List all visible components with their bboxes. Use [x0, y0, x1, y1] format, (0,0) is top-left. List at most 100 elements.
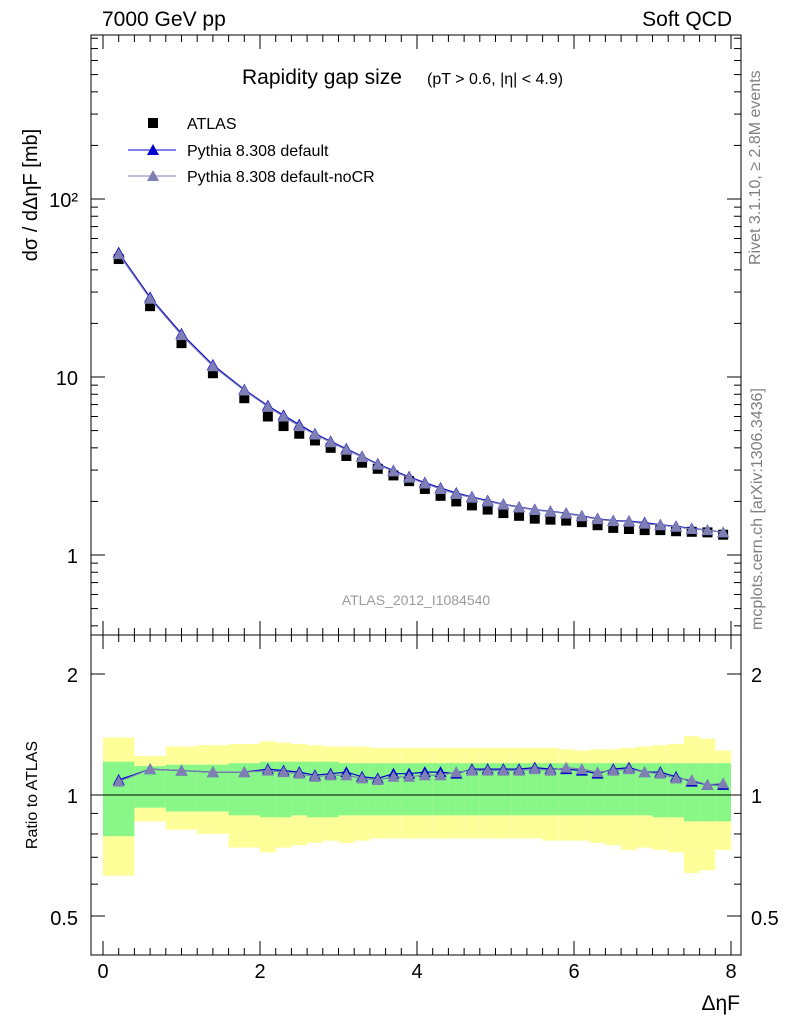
pythia-nocr-point: [638, 517, 651, 529]
pythia-nocr-ratio-point: [544, 764, 557, 776]
ratio-band-inner: [715, 763, 731, 822]
pythia-nocr-ratio-point: [528, 763, 541, 775]
main-ytick-1: 1: [67, 546, 78, 568]
pythia-nocr-ratio-point: [434, 769, 447, 781]
pythia-nocr-ratio-point: [371, 773, 384, 785]
ratio-ylabel: Ratio to ATLAS: [24, 741, 41, 849]
legend-label-default: Pythia 8.308 default: [187, 143, 329, 160]
pythia-nocr-ratio-point: [575, 763, 588, 775]
ratio-ytick-2-right: 2: [751, 665, 762, 687]
ratio-band-inner: [683, 763, 700, 822]
legend-marker-default: [147, 144, 159, 155]
pythia-nocr-ratio-point: [261, 764, 274, 776]
atlas-data-point: [592, 520, 603, 531]
ratio-ytick-1-left: 1: [67, 786, 78, 808]
legend-label-atlas: ATLAS: [187, 116, 237, 133]
pythia-nocr-point: [622, 515, 635, 527]
main-axis-ticks: [91, 35, 741, 635]
pythia-nocr-point: [465, 491, 478, 503]
xtick-6: 6: [568, 961, 579, 983]
ratio-band-inner: [574, 763, 590, 816]
legend-marker-atlas: [148, 118, 158, 128]
pythia-nocr-point: [340, 443, 353, 455]
plot-title: Rapidity gap size: [242, 66, 402, 89]
pythia-nocr-point: [261, 400, 274, 412]
pythia-nocr-ratio-point: [450, 766, 463, 778]
atlas-data-point: [309, 435, 320, 446]
ratio-ytick-05-left: 0.5: [50, 908, 78, 930]
ratio-band-inner: [542, 763, 559, 816]
pythia-nocr-ratio-point: [591, 766, 604, 778]
atlas-data-point: [419, 483, 430, 494]
pythia-nocr-point: [293, 420, 306, 432]
atlas-data-point: [545, 514, 556, 525]
pythia-nocr-ratio-point: [175, 764, 188, 776]
pythia-nocr-point: [717, 526, 730, 538]
pythia-nocr-point: [528, 503, 541, 515]
pythia-nocr-ratio-point: [418, 769, 431, 781]
atlas-data-point: [482, 504, 493, 515]
pythia-nocr-ratio-point: [654, 767, 667, 779]
atlas-data-point: [466, 500, 477, 511]
legend-marker-nocr: [147, 170, 159, 181]
pythia-nocr-ratio-point: [293, 767, 306, 779]
pythia-nocr-ratio-point: [560, 761, 573, 773]
pythia-nocr-point: [481, 495, 494, 507]
ratio-band-inner: [511, 763, 527, 816]
atlas-data-point: [529, 513, 540, 524]
pythia-nocr-ratio-point: [403, 770, 416, 782]
pythia-nocr-ratio-point: [717, 777, 730, 789]
pythia-nocr-point: [497, 498, 510, 510]
atlas-data-point: [451, 496, 462, 507]
pythia-nocr-ratio-point: [481, 764, 494, 776]
ratio-axis-ticks: [91, 635, 741, 955]
atlas-data-point: [325, 442, 336, 453]
pythia-nocr-point: [206, 360, 219, 372]
ratio-ytick-1-right: 1: [751, 786, 762, 808]
atlas-data-point: [498, 508, 509, 519]
atlas-data-point: [561, 515, 572, 526]
atlas-data-point: [207, 368, 218, 379]
pythia-nocr-point: [324, 436, 337, 448]
pythia-nocr-point: [356, 451, 369, 463]
main-ytick-100: 10²: [49, 190, 78, 212]
ratio-ytick-05-right: 0.5: [751, 908, 779, 930]
legend-label-nocr: Pythia 8.308 default-noCR: [187, 169, 375, 186]
atlas-data-point: [145, 301, 156, 312]
xtick-0: 0: [97, 961, 108, 983]
pythia-nocr-point: [238, 384, 251, 396]
ratio-band-inner: [621, 763, 637, 816]
pythia-nocr-ratio-point: [387, 770, 400, 782]
pythia-nocr-point: [418, 477, 431, 489]
pythia-nocr-ratio-point: [465, 764, 478, 776]
xtick-4: 4: [411, 961, 422, 983]
pythia-nocr-ratio-point: [277, 766, 290, 778]
pythia-nocr-ratio-point: [356, 772, 369, 784]
pythia-nocr-point: [701, 524, 714, 536]
pythia-nocr-point: [175, 329, 188, 341]
xtick-8: 8: [725, 961, 736, 983]
plot-title-cuts: (pT > 0.6, |η| < 4.9): [427, 71, 563, 88]
atlas-data-point: [239, 393, 250, 404]
ratio-band-inner: [699, 763, 716, 822]
ratio-ytick-2-left: 2: [67, 665, 78, 687]
pythia-nocr-point: [544, 505, 557, 517]
atlas-data-point: [435, 490, 446, 501]
pythia-nocr-ratio-point: [144, 763, 157, 775]
pythia-nocr-point: [654, 519, 667, 531]
pythia-nocr-point: [434, 482, 447, 494]
pythia-nocr-ratio-point: [206, 766, 219, 778]
ratio-xlabel: ΔηF: [701, 992, 740, 1015]
atlas-data-point: [608, 522, 619, 533]
atlas-data-point: [576, 517, 587, 528]
pythia-nocr-point: [670, 520, 683, 532]
pythia-nocr-point: [387, 465, 400, 477]
pythia-nocr-ratio-point: [670, 772, 683, 784]
pythia-nocr-point: [575, 510, 588, 522]
ratio-band-inner: [526, 763, 543, 816]
pythia-nocr-ratio-point: [685, 773, 698, 785]
pythia-nocr-point: [371, 458, 384, 470]
ratio-band-inner: [464, 763, 480, 816]
pythia-nocr-point: [144, 292, 157, 304]
